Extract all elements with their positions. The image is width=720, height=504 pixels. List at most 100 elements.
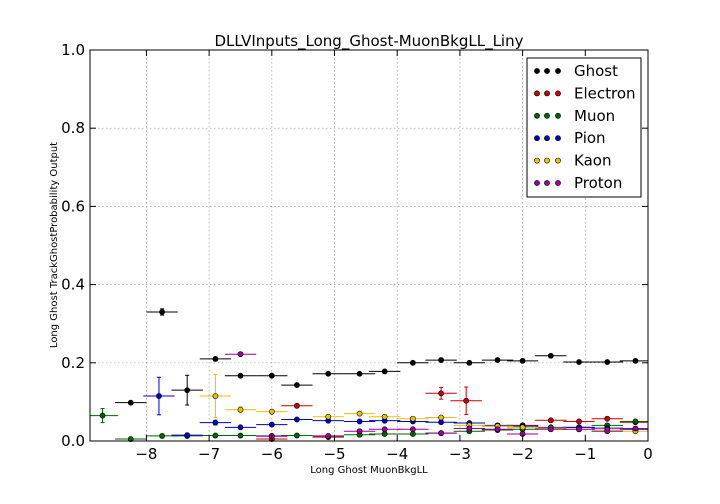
legend-marker-proton bbox=[555, 180, 561, 186]
kaon-point bbox=[356, 410, 363, 417]
kaon-point bbox=[237, 406, 244, 413]
plot-frame bbox=[89, 49, 649, 442]
ghost-point bbox=[159, 309, 166, 315]
ghost-point bbox=[381, 368, 388, 375]
proton-point bbox=[466, 425, 473, 432]
proton-point bbox=[237, 351, 244, 358]
legend-marker-electron bbox=[534, 90, 540, 97]
proton-point bbox=[356, 428, 363, 435]
legend-marker-proton bbox=[534, 180, 540, 186]
legend-marker-kaon bbox=[544, 157, 550, 164]
ghost-point bbox=[409, 359, 416, 366]
muon-point bbox=[632, 418, 639, 425]
x-tick-label: −2 bbox=[512, 445, 534, 463]
muon-point bbox=[212, 432, 219, 439]
kaon-point bbox=[212, 393, 219, 399]
muon-point bbox=[293, 432, 300, 439]
legend-marker-muon bbox=[544, 112, 550, 119]
y-tick-label: 0.2 bbox=[61, 354, 85, 372]
legend-marker-ghost bbox=[555, 68, 561, 74]
proton-point bbox=[604, 428, 611, 435]
proton-point bbox=[409, 426, 416, 433]
ghost-point bbox=[494, 357, 501, 363]
ghost-point bbox=[604, 359, 611, 365]
ghost-point bbox=[325, 370, 332, 377]
legend-marker-electron bbox=[544, 90, 550, 97]
legend-label-kaon: Kaon bbox=[574, 152, 611, 170]
electron-point bbox=[576, 418, 582, 425]
ghost-point bbox=[184, 387, 191, 394]
y-tick-label: 0.6 bbox=[61, 197, 85, 215]
x-tick-label: −4 bbox=[386, 445, 408, 463]
y-tick-label: 0.8 bbox=[61, 119, 85, 137]
legend-marker-kaon bbox=[555, 157, 561, 164]
ghost-point bbox=[547, 352, 554, 359]
ghost-point bbox=[293, 382, 300, 388]
series-ghost bbox=[115, 308, 648, 406]
legend-marker-ghost bbox=[534, 68, 540, 74]
kaon-point bbox=[519, 424, 526, 431]
x-tick-label: −3 bbox=[449, 445, 471, 463]
electron-point bbox=[293, 402, 300, 409]
proton-point bbox=[325, 433, 332, 439]
legend-box bbox=[526, 57, 642, 198]
x-tick-label: 0 bbox=[643, 445, 653, 463]
proton-point bbox=[632, 425, 639, 432]
electron-point bbox=[604, 415, 611, 422]
pion-point bbox=[156, 393, 162, 399]
legend-marker-muon bbox=[555, 112, 561, 119]
ghost-point bbox=[632, 357, 639, 364]
x-tick-label: −6 bbox=[261, 445, 283, 463]
proton-point bbox=[438, 430, 445, 437]
y-tick-label: 0.0 bbox=[61, 432, 85, 450]
pion-point bbox=[237, 424, 244, 431]
legend-label-muon: Muon bbox=[574, 107, 615, 125]
ghost-point bbox=[212, 355, 219, 362]
y-axis-label: Long Ghost TrackGhostProbability Output bbox=[49, 142, 60, 348]
legend-marker-pion bbox=[555, 135, 561, 142]
axis-ticks: −8 −7 −6 −5 −4 −3 −2 −1 0 0.0 0.2 0.4 0.6 0.8 1.0 bbox=[61, 41, 653, 463]
kaon-point bbox=[409, 415, 416, 422]
pion-point bbox=[268, 421, 275, 428]
proton-point bbox=[547, 426, 554, 433]
pion-point bbox=[293, 416, 300, 423]
x-tick-label: −8 bbox=[135, 445, 157, 463]
kaon-point bbox=[381, 413, 388, 420]
legend-label-pion: Pion bbox=[574, 129, 606, 147]
legend-label-proton: Proton bbox=[574, 174, 622, 192]
y-tick-label: 1.0 bbox=[61, 41, 85, 59]
data-marks bbox=[90, 308, 648, 442]
electron-point bbox=[438, 390, 445, 397]
legend-marker-kaon bbox=[534, 157, 540, 164]
ghost-point bbox=[466, 359, 473, 366]
legend-marker-ghost bbox=[544, 68, 550, 74]
pion-point bbox=[212, 419, 219, 426]
legend-marker-pion bbox=[544, 135, 550, 142]
kaon-point bbox=[268, 408, 275, 415]
x-tick-label: −1 bbox=[574, 445, 596, 463]
muon-point bbox=[159, 433, 166, 439]
ghost-point bbox=[519, 357, 526, 364]
ghost-point bbox=[356, 370, 363, 377]
x-tick-label: −7 bbox=[198, 445, 220, 463]
legend-label-electron: Electron bbox=[574, 84, 636, 102]
series-proton bbox=[224, 351, 648, 440]
muon-point bbox=[127, 436, 134, 442]
muon-point bbox=[99, 412, 106, 419]
electron-point bbox=[547, 417, 554, 424]
pion-point bbox=[184, 432, 191, 439]
ghost-point bbox=[438, 357, 445, 363]
ghost-point bbox=[576, 359, 582, 365]
legend-marker-pion bbox=[534, 135, 540, 142]
proton-point bbox=[494, 426, 501, 433]
x-axis-label: Long Ghost MuonBkgLL bbox=[310, 465, 428, 476]
ghost-point bbox=[268, 372, 275, 379]
ghost-point bbox=[127, 399, 134, 406]
legend-marker-proton bbox=[544, 180, 550, 186]
electron-point bbox=[463, 397, 470, 404]
y-tick-label: 0.4 bbox=[61, 276, 85, 294]
kaon-point bbox=[438, 414, 445, 421]
x-tick-label: −5 bbox=[323, 445, 345, 463]
legend: Ghost Electron Muon Pion Kaon Proton bbox=[526, 57, 642, 198]
